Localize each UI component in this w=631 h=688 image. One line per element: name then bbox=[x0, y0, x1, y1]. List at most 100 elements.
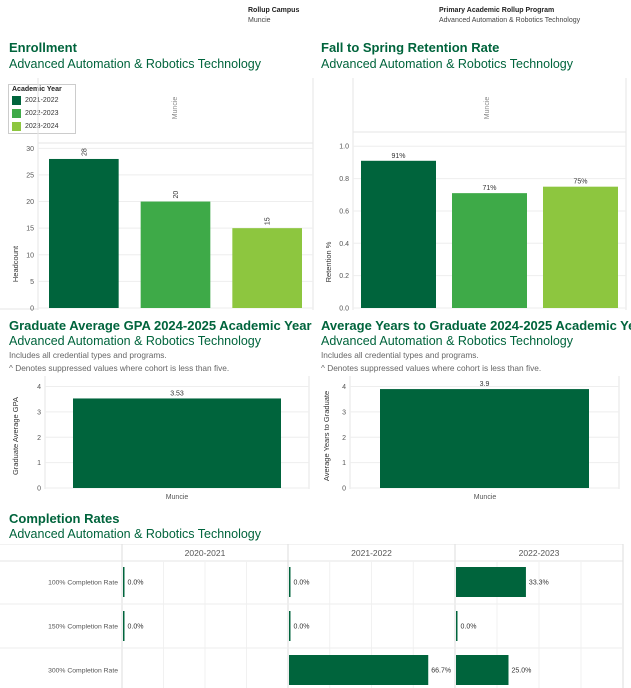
data-label: 33.3% bbox=[529, 580, 549, 587]
completion-bar[interactable] bbox=[289, 567, 291, 597]
y-tick-label: 25 bbox=[26, 172, 34, 179]
data-label: 3.9 bbox=[480, 381, 490, 388]
y-tick-label: 4 bbox=[342, 384, 346, 391]
completion-bar[interactable] bbox=[456, 567, 526, 597]
row-label: 150% Completion Rate bbox=[48, 624, 118, 631]
y-tick-label: 4 bbox=[37, 384, 41, 391]
data-label: 66.7% bbox=[431, 668, 451, 675]
y-tick-label: 5 bbox=[30, 279, 34, 286]
completion-bar[interactable] bbox=[456, 655, 509, 685]
completion-bar[interactable] bbox=[289, 655, 429, 685]
data-label: 0.0% bbox=[461, 624, 477, 631]
data-label: 91% bbox=[391, 153, 405, 160]
y-tick-label: 3 bbox=[37, 409, 41, 416]
y-tick-label: 15 bbox=[26, 226, 34, 233]
gpa-x-category: Muncie bbox=[166, 494, 189, 501]
y-tick-label: 0.0 bbox=[339, 306, 349, 313]
years-subtitle: Advanced Automation & Robotics Technolog… bbox=[321, 334, 574, 348]
retention-chart: Muncie Retention % 0.0 0.2 0.4 0.6 0.8 1.0 91… bbox=[324, 78, 627, 313]
bar[interactable] bbox=[73, 398, 281, 488]
legend-item-2021[interactable]: 2021-2022 bbox=[9, 94, 75, 107]
y-tick-label: 3 bbox=[342, 409, 346, 416]
gpa-note-suppressed: ^ Denotes suppressed values where cohort… bbox=[9, 363, 230, 373]
y-tick-label: 0.8 bbox=[339, 176, 349, 183]
years-y-axis-label: Average Years to Graduate bbox=[322, 391, 331, 481]
data-label: 20 bbox=[173, 191, 180, 199]
completion-subtitle: Advanced Automation & Robotics Technolog… bbox=[9, 527, 262, 541]
data-label: 75% bbox=[573, 179, 587, 186]
bar[interactable] bbox=[543, 186, 618, 308]
y-tick-label: 0.2 bbox=[339, 273, 349, 280]
legend-item-2023[interactable]: 2023-2024 bbox=[9, 120, 75, 133]
enrollment-title: Enrollment bbox=[9, 40, 77, 55]
y-tick-label: 0 bbox=[37, 486, 41, 493]
data-label: 0.0% bbox=[128, 580, 144, 587]
completion-title: Completion Rates bbox=[9, 511, 120, 526]
y-tick-label: 1 bbox=[37, 460, 41, 467]
completion-chart: 2020-2021 2021-2022 2022-2023 100% Complet… bbox=[0, 544, 624, 688]
y-tick-label: 2 bbox=[342, 435, 346, 442]
years-x-category: Muncie bbox=[474, 494, 497, 501]
y-tick-label: 1.0 bbox=[339, 144, 349, 151]
retention-col-header: Muncie bbox=[484, 97, 491, 120]
gpa-note-credentials: Includes all credential types and progra… bbox=[9, 350, 167, 360]
retention-title: Fall to Spring Retention Rate bbox=[321, 40, 500, 55]
column-header: 2022-2023 bbox=[519, 548, 560, 558]
enrollment-subtitle: Advanced Automation & Robotics Technolog… bbox=[9, 57, 262, 71]
bar[interactable] bbox=[49, 158, 119, 308]
retention-y-axis-label: Retention % bbox=[324, 241, 333, 282]
retention-subtitle: Advanced Automation & Robotics Technolog… bbox=[321, 57, 574, 71]
completion-bar[interactable] bbox=[289, 611, 291, 641]
y-tick-label: 2 bbox=[37, 435, 41, 442]
data-label: 0.0% bbox=[294, 624, 310, 631]
completion-bar[interactable] bbox=[123, 567, 125, 597]
gpa-subtitle: Advanced Automation & Robotics Technolog… bbox=[9, 334, 262, 348]
y-tick-label: 0.6 bbox=[339, 208, 349, 215]
program-filter-value[interactable]: Advanced Automation & Robotics Technolog… bbox=[439, 17, 581, 24]
bar[interactable] bbox=[361, 160, 436, 308]
data-label: 25.0% bbox=[512, 668, 532, 675]
bar[interactable] bbox=[140, 201, 211, 308]
bar[interactable] bbox=[232, 228, 302, 308]
enrollment-chart: Muncie Headcount 0 5 10 15 20 25 30 28 20 15 bbox=[0, 78, 314, 313]
legend-title: Academic Year bbox=[12, 86, 62, 93]
y-tick-label: 0 bbox=[342, 486, 346, 493]
data-label: 0.0% bbox=[294, 580, 310, 587]
y-tick-label: 10 bbox=[26, 252, 34, 259]
years-note-credentials: Includes all credential types and progra… bbox=[321, 350, 479, 360]
academic-year-legend: Academic Year 2021-2022 2022-2023 2023-2… bbox=[8, 84, 76, 134]
gpa-title: Graduate Average GPA 2024-2025 Academic … bbox=[9, 318, 312, 333]
enrollment-col-header: Muncie bbox=[172, 97, 179, 120]
completion-bar[interactable] bbox=[123, 611, 125, 641]
completion-bar[interactable] bbox=[456, 611, 458, 641]
legend-label: 2021-2022 bbox=[25, 97, 59, 104]
column-header: 2020-2021 bbox=[185, 548, 226, 558]
gpa-y-axis-label: Graduate Average GPA bbox=[11, 397, 20, 475]
gpa-chart: Graduate Average GPA Muncie 0 1 2 3 4 3.53 bbox=[11, 376, 310, 501]
legend-swatch bbox=[12, 96, 21, 105]
data-label: 0.0% bbox=[128, 624, 144, 631]
y-tick-label: 0.4 bbox=[339, 241, 349, 248]
campus-filter-value[interactable]: Muncie bbox=[248, 17, 271, 24]
legend-swatch bbox=[12, 109, 21, 118]
program-filter-label: Primary Academic Rollup Program bbox=[439, 7, 555, 14]
y-tick-label: 30 bbox=[26, 146, 34, 153]
years-chart: Average Years to Graduate Muncie 0 1 2 3 4 3… bbox=[322, 376, 620, 501]
y-tick-label: 1 bbox=[342, 460, 346, 467]
row-label: 300% Completion Rate bbox=[48, 668, 118, 675]
legend-label: 2023-2024 bbox=[25, 123, 59, 130]
bar[interactable] bbox=[452, 193, 527, 308]
y-tick-label: 0 bbox=[30, 306, 34, 313]
column-header: 2021-2022 bbox=[351, 548, 392, 558]
data-label: 15 bbox=[265, 217, 272, 225]
legend-swatch bbox=[12, 122, 21, 131]
row-label: 100% Completion Rate bbox=[48, 580, 118, 587]
data-label: 28 bbox=[81, 148, 88, 156]
data-label: 3.53 bbox=[170, 390, 184, 397]
enrollment-y-axis-label: Headcount bbox=[11, 245, 20, 282]
bar[interactable] bbox=[380, 389, 589, 488]
legend-item-2022[interactable]: 2022-2023 bbox=[9, 107, 75, 120]
legend-label: 2022-2023 bbox=[25, 110, 59, 117]
y-tick-label: 20 bbox=[26, 199, 34, 206]
data-label: 71% bbox=[482, 185, 496, 192]
